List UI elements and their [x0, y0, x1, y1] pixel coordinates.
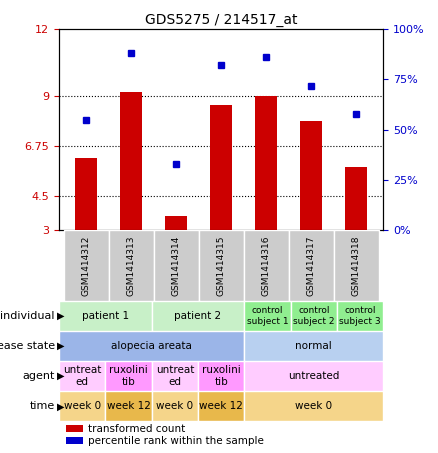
Bar [64, 230, 109, 301]
Bar [59, 391, 106, 421]
Bar [152, 301, 244, 331]
Text: disease state: disease state [0, 341, 55, 351]
Bar [244, 301, 291, 331]
Text: agent: agent [22, 371, 55, 381]
Bar [66, 437, 83, 444]
Bar [165, 217, 187, 230]
Bar [106, 361, 152, 391]
Bar [75, 159, 97, 230]
Text: week 0: week 0 [156, 401, 194, 411]
Text: week 0: week 0 [295, 401, 332, 411]
Bar [152, 361, 198, 391]
Text: time: time [29, 401, 55, 411]
Text: week 12: week 12 [199, 401, 243, 411]
Text: GSM1414316: GSM1414316 [262, 235, 271, 296]
Bar [59, 361, 106, 391]
Bar [289, 230, 334, 301]
Text: individual: individual [0, 311, 55, 321]
Bar [300, 120, 322, 230]
Text: GSM1414317: GSM1414317 [307, 235, 316, 296]
Text: control
subject 3: control subject 3 [339, 307, 381, 326]
Text: patient 1: patient 1 [82, 311, 129, 321]
Text: untreat
ed: untreat ed [63, 366, 102, 387]
Text: ▶: ▶ [57, 401, 64, 411]
Text: ruxolini
tib: ruxolini tib [109, 366, 148, 387]
Text: GSM1414313: GSM1414313 [127, 235, 136, 296]
Title: GDS5275 / 214517_at: GDS5275 / 214517_at [145, 13, 297, 27]
Text: alopecia areata: alopecia areata [111, 341, 192, 351]
Text: ▶: ▶ [57, 371, 64, 381]
Text: GSM1414314: GSM1414314 [172, 235, 180, 296]
Text: untreated: untreated [288, 371, 339, 381]
Bar [334, 230, 379, 301]
Bar [199, 230, 244, 301]
Text: control
subject 2: control subject 2 [293, 307, 335, 326]
Bar [154, 230, 199, 301]
Text: transformed count: transformed count [88, 424, 186, 434]
Bar [198, 361, 244, 391]
Text: week 0: week 0 [64, 401, 101, 411]
Text: untreat
ed: untreat ed [155, 366, 194, 387]
Bar [198, 391, 244, 421]
Bar [345, 167, 367, 230]
Bar [255, 96, 277, 230]
Text: week 12: week 12 [106, 401, 151, 411]
Bar [59, 301, 152, 331]
Bar [66, 424, 83, 432]
Bar [244, 331, 383, 361]
Bar [152, 391, 198, 421]
Bar [244, 391, 383, 421]
Text: ruxolini
tib: ruxolini tib [202, 366, 240, 387]
Text: normal: normal [295, 341, 332, 351]
Text: percentile rank within the sample: percentile rank within the sample [88, 436, 264, 446]
Text: ▶: ▶ [57, 311, 64, 321]
Bar [244, 361, 383, 391]
Bar [120, 92, 142, 230]
Bar [244, 230, 289, 301]
Text: GSM1414312: GSM1414312 [81, 235, 91, 296]
Text: ▶: ▶ [57, 341, 64, 351]
Bar [59, 331, 244, 361]
Bar [109, 230, 154, 301]
Bar [291, 301, 337, 331]
Bar [106, 391, 152, 421]
Text: GSM1414315: GSM1414315 [217, 235, 226, 296]
Bar [210, 105, 233, 230]
Text: GSM1414318: GSM1414318 [352, 235, 361, 296]
Text: patient 2: patient 2 [174, 311, 222, 321]
Text: control
subject 1: control subject 1 [247, 307, 288, 326]
Bar [337, 301, 383, 331]
